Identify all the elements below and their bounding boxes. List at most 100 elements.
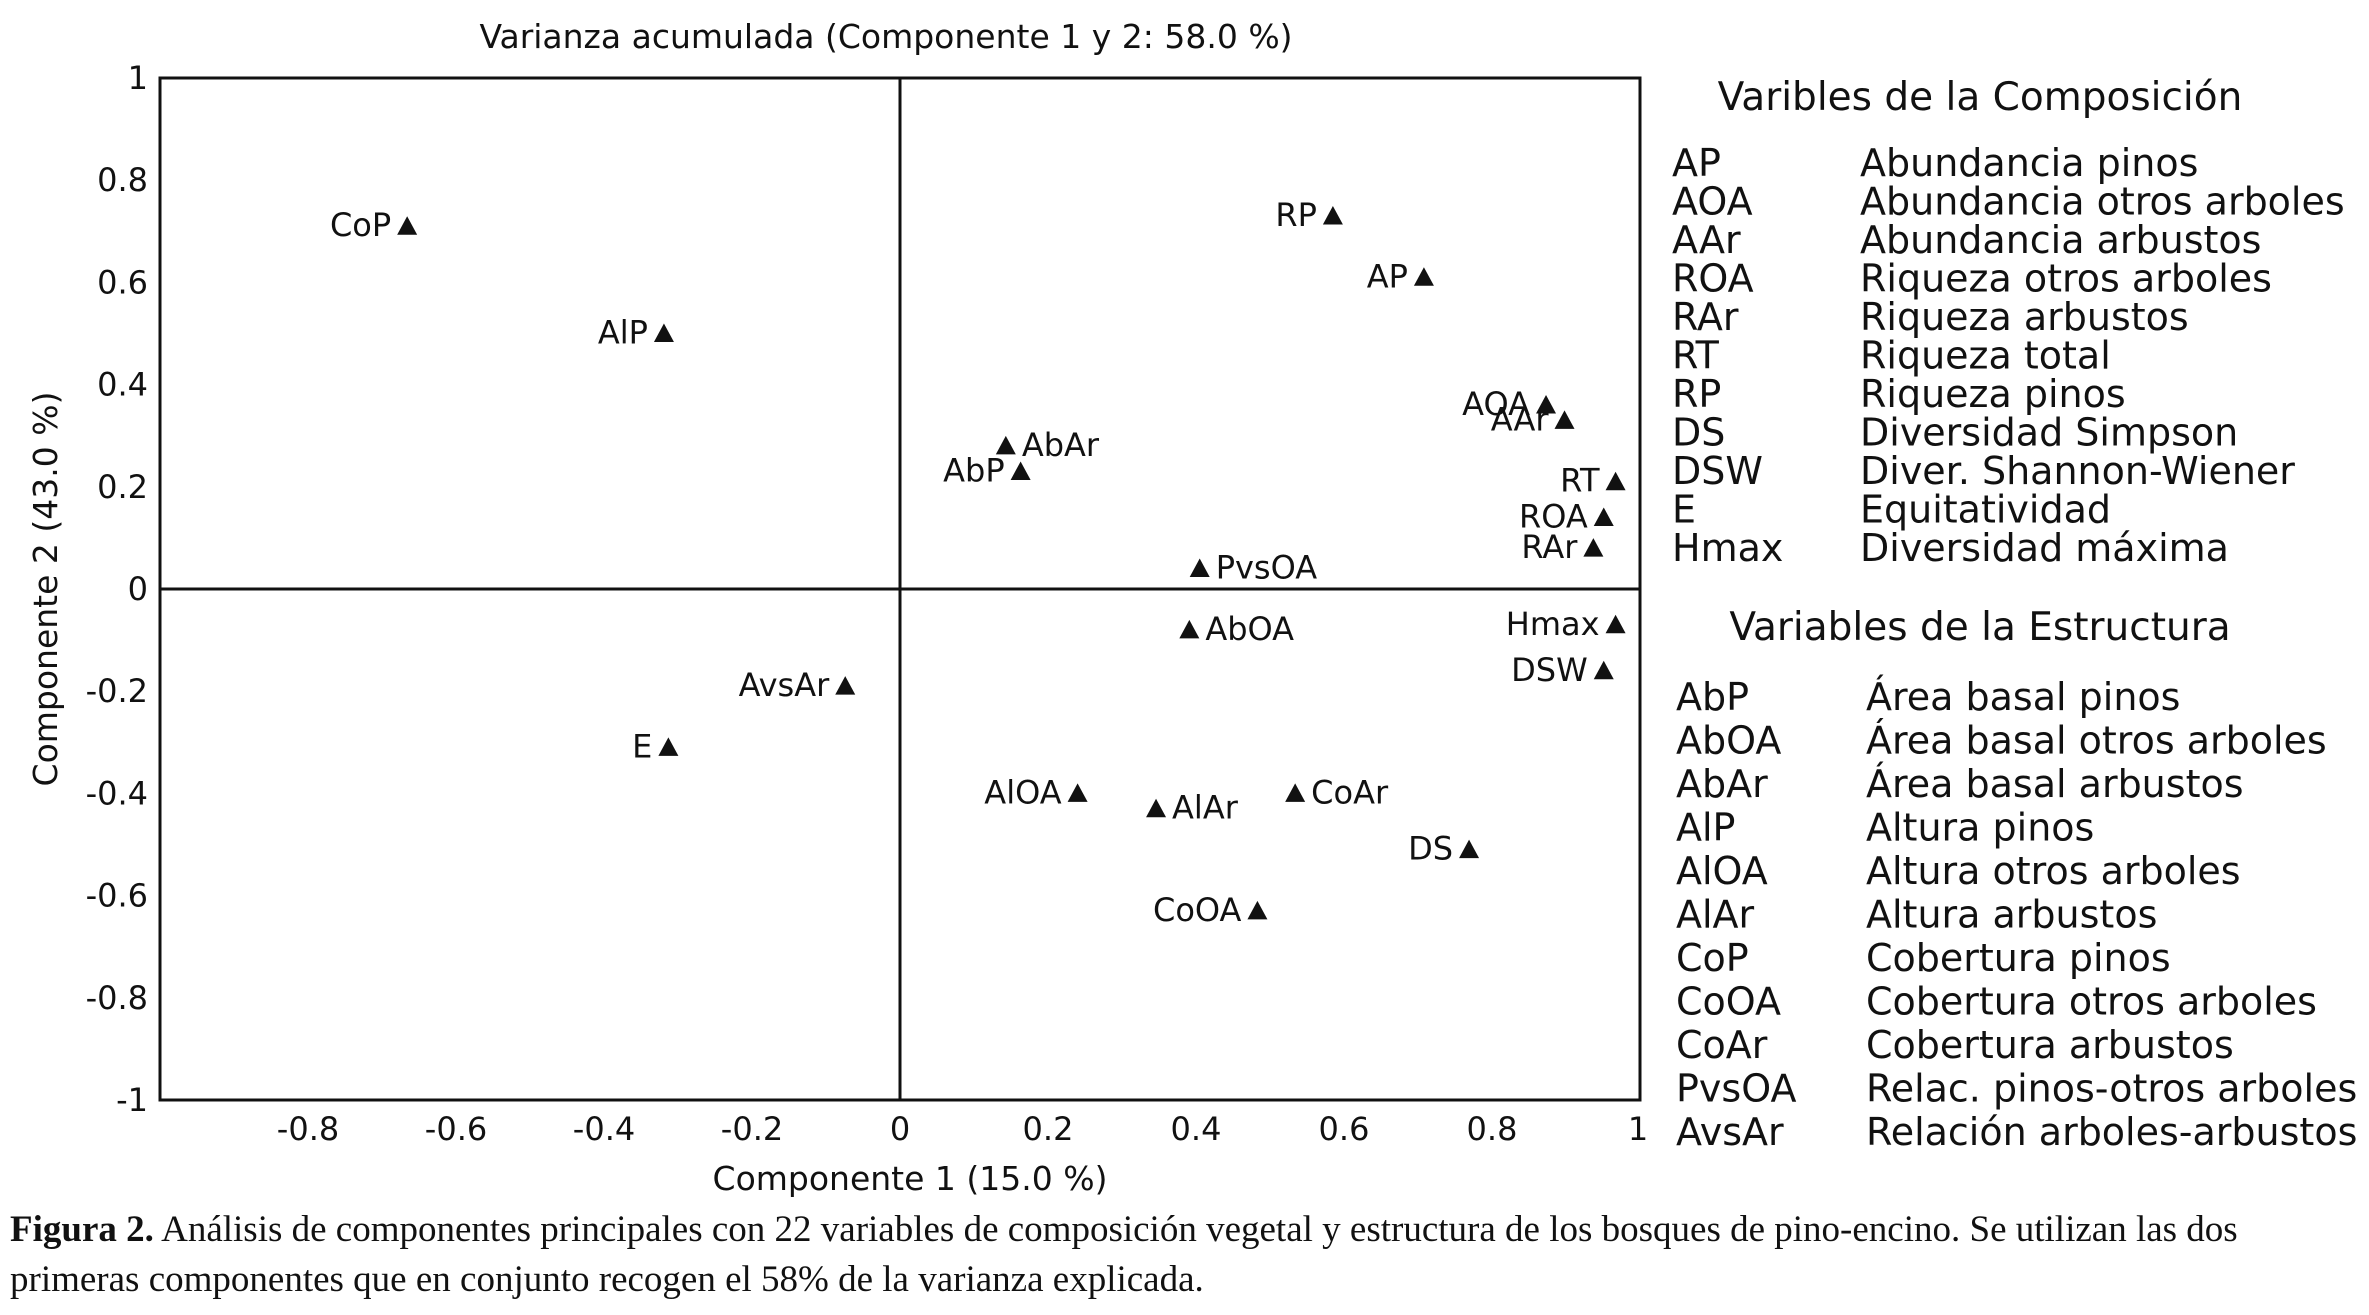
y-axis-label: Componente 2 (43.0 %)	[26, 392, 65, 787]
point-label: AP	[1367, 257, 1408, 295]
y-tick-label: 0.4	[97, 366, 148, 404]
legend-description: Abundancia otros arboles	[1860, 180, 2345, 224]
legend-code: PvsOA	[1676, 1067, 1796, 1111]
point-marker	[1593, 660, 1614, 680]
x-tick-label: 0	[890, 1110, 910, 1148]
point-marker	[1285, 783, 1306, 802]
legend-description: Relación arboles-arbustos	[1866, 1110, 2357, 1154]
point-label: E	[632, 727, 652, 765]
point-label: CoP	[330, 206, 391, 244]
legend-description: Área basal arbustos	[1866, 762, 2244, 806]
point-marker	[658, 737, 679, 756]
legend-description: Diversidad máxima	[1860, 526, 2229, 570]
legend-description: Relac. pinos-otros arboles	[1866, 1067, 2357, 1111]
legend-composition-title: Varibles de la Composición	[1718, 75, 2243, 120]
legend-composition-list: AP Abundancia pinos AOA Abundancia otros ar…	[1672, 141, 2345, 570]
y-tick-label: -0.2	[86, 672, 148, 710]
point-label: AbAr	[1022, 426, 1100, 464]
point-label: CoAr	[1311, 773, 1389, 811]
legend-code: AvsAr	[1676, 1110, 1784, 1154]
y-tick-label: -0.6	[86, 877, 148, 915]
chart-title: Varianza acumulada (Componente 1 y 2: 58…	[479, 17, 1292, 56]
legend-structure-title: Variables de la Estructura	[1729, 605, 2230, 650]
point-marker	[1010, 461, 1031, 480]
point-marker	[1536, 395, 1557, 414]
y-tick-label: 0	[128, 570, 148, 608]
legend-description: Altura arbustos	[1866, 893, 2157, 937]
point-label: AbOA	[1205, 610, 1294, 648]
point-marker	[1067, 783, 1088, 802]
point-marker	[1189, 558, 1210, 578]
legend-description: Abundancia pinos	[1860, 141, 2198, 185]
legend-description: Diversidad Simpson	[1860, 411, 2238, 455]
legend-code: CoP	[1676, 936, 1749, 980]
point-label: RAr	[1521, 528, 1578, 566]
point-marker	[1583, 538, 1604, 557]
point-label: AlAr	[1172, 789, 1239, 827]
y-tick-label: 0.6	[97, 263, 148, 301]
legend-description: Abundancia arbustos	[1860, 218, 2261, 262]
legend: Varibles de la Composición AP Abundancia …	[1672, 75, 2357, 1154]
point-label: RP	[1275, 196, 1317, 234]
x-tick-label: 0.6	[1319, 1110, 1370, 1148]
legend-code: AOA	[1672, 180, 1753, 224]
x-tick-label: 0.8	[1467, 1110, 1518, 1148]
x-tick-label: 1	[1628, 1110, 1648, 1148]
y-tick-label: -0.4	[86, 774, 148, 812]
legend-description: Cobertura otros arboles	[1866, 980, 2317, 1024]
x-tick-label: -0.6	[425, 1110, 487, 1148]
legend-code: AbP	[1676, 675, 1749, 719]
point-label: AvsAr	[739, 666, 831, 704]
caption-text: Análisis de componentes principales con …	[10, 1209, 2238, 1300]
legend-description: Riqueza otros arboles	[1860, 257, 2272, 301]
legend-code: RAr	[1672, 295, 1739, 339]
legend-description: Riqueza total	[1860, 334, 2111, 378]
point-marker	[1605, 471, 1626, 491]
legend-description: Altura otros arboles	[1866, 849, 2241, 893]
point-marker	[653, 323, 674, 342]
caption-label: Figura 2.	[10, 1209, 154, 1250]
legend-code: AAr	[1672, 218, 1741, 262]
x-tick-label: -0.8	[277, 1110, 339, 1148]
point-label: AAr	[1491, 400, 1550, 438]
point-label: AOA	[1462, 385, 1530, 423]
point-marker	[835, 676, 856, 695]
legend-code: AbOA	[1676, 719, 1781, 763]
point-label: PvsOA	[1216, 549, 1318, 587]
point-marker	[1459, 839, 1480, 859]
legend-description: Riqueza arbustos	[1860, 295, 2189, 339]
legend-code: DS	[1672, 411, 1725, 455]
point-marker	[995, 435, 1016, 455]
legend-description: Cobertura pinos	[1866, 936, 2171, 980]
x-tick-label: -0.4	[573, 1110, 635, 1148]
legend-code: ROA	[1672, 257, 1754, 301]
point-label: AlOA	[984, 773, 1061, 811]
legend-code: E	[1672, 488, 1696, 532]
y-tick-label: -1	[116, 1081, 148, 1119]
point-marker	[1554, 410, 1575, 429]
legend-description: Altura pinos	[1866, 806, 2094, 850]
legend-description: Área basal pinos	[1866, 675, 2180, 719]
legend-code: DSW	[1672, 449, 1763, 493]
figure-caption: Figura 2. Análisis de componentes princi…	[10, 1205, 2355, 1305]
legend-description: Equitatividad	[1860, 488, 2111, 532]
legend-description: Riqueza pinos	[1860, 372, 2126, 416]
point-marker	[1247, 900, 1268, 920]
point-marker	[1179, 619, 1200, 639]
legend-code: RT	[1672, 334, 1720, 378]
point-label: AlP	[598, 314, 648, 352]
point-label: DS	[1408, 830, 1453, 868]
legend-code: AlP	[1676, 806, 1735, 850]
legend-structure-list: AbP Área basal pinos AbOA Área basal otros …	[1676, 675, 2357, 1154]
point-marker	[1605, 614, 1626, 634]
legend-code: AbAr	[1676, 762, 1768, 806]
point-label: CoOA	[1153, 891, 1242, 929]
point-label: AbP	[943, 451, 1005, 489]
legend-description: Diver. Shannon-Wiener	[1860, 449, 2295, 493]
legend-code: Hmax	[1672, 526, 1783, 570]
x-tick-label: 0.2	[1023, 1110, 1074, 1148]
point-marker	[1593, 507, 1614, 526]
x-tick-label: 0.4	[1171, 1110, 1222, 1148]
